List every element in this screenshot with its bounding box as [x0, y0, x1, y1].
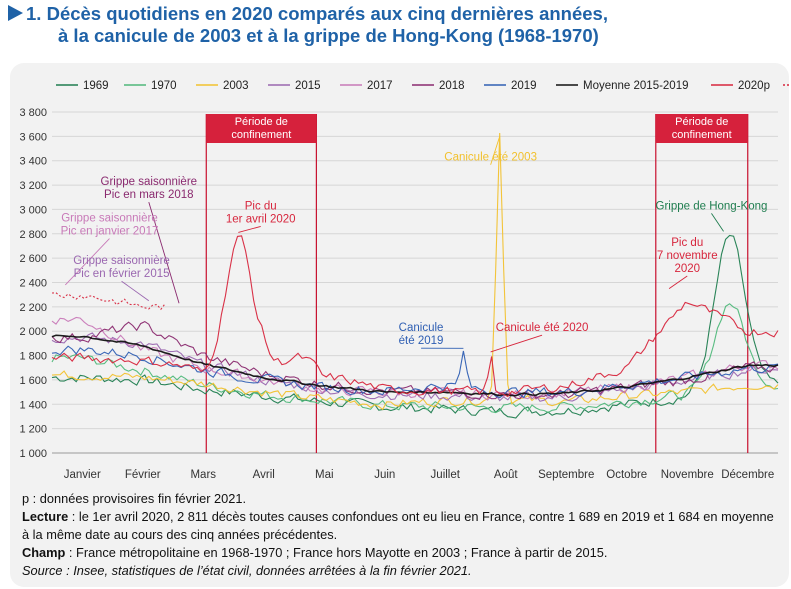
note-champ-text: : France métropolitaine en 1968-1970 ; F… — [65, 545, 608, 560]
legend-label: 2017 — [367, 80, 393, 92]
chart-title: 1. Décès quotidiens en 2020 comparés aux… — [8, 3, 788, 47]
x-tick-label: Mars — [190, 469, 216, 481]
y-tick-label: 2 000 — [19, 326, 47, 338]
period-label: confinement — [672, 129, 732, 141]
period-label: confinement — [231, 129, 291, 141]
x-tick-label: Juin — [374, 469, 395, 481]
note-lecture-label: Lecture — [22, 509, 69, 524]
note-lecture: Lecture : le 1er avril 2020, 2 811 décès… — [22, 508, 782, 544]
y-tick-label: 1 200 — [19, 424, 47, 436]
title-arrow-icon — [8, 5, 23, 21]
y-tick-label: 2 600 — [19, 253, 47, 265]
y-tick-label: 3 600 — [19, 131, 47, 143]
x-tick-label: Septembre — [538, 469, 594, 481]
y-tick-label: 3 800 — [19, 107, 47, 119]
annotation-label: Pic en janvier 2017 — [61, 226, 159, 238]
series-line-2021p — [51, 292, 166, 311]
x-tick-label: Février — [125, 469, 161, 481]
annotation-pointer — [490, 334, 543, 353]
y-tick-label: 1 400 — [19, 399, 47, 411]
annotation-label: Canicule — [399, 322, 444, 334]
y-tick-label: 1 800 — [19, 351, 47, 363]
annotation-label: 2020 — [674, 263, 700, 275]
note-champ: Champ : France métropolitaine en 1968-19… — [22, 544, 782, 562]
series-line-2003 — [51, 132, 779, 411]
y-tick-label: 3 000 — [19, 204, 47, 216]
annotation-label: Canicule été 2020 — [496, 322, 589, 334]
annotation-label: Pic du — [245, 200, 277, 212]
legend-label: Moyenne 2015-2019 — [583, 80, 689, 92]
note-source-text: Source : Insee, statistiques de l’état c… — [22, 563, 472, 578]
period-label-box — [206, 114, 317, 143]
x-tick-label: Décembre — [721, 469, 774, 481]
annotation-label: été 2019 — [399, 335, 444, 347]
annotation-pointer — [121, 280, 150, 302]
annotation: Grippe de Hong-Kong — [656, 200, 768, 232]
annotation-pointer — [238, 225, 261, 233]
period-label: Période de — [675, 116, 728, 128]
x-tick-label: Juillet — [431, 469, 461, 481]
annotation-label: Pic en février 2015 — [74, 268, 170, 280]
y-tick-label: 2 400 — [19, 278, 47, 290]
x-tick-label: Janvier — [64, 469, 101, 481]
y-tick-label: 2 200 — [19, 302, 47, 314]
annotation-label: 7 novembre — [657, 250, 718, 262]
note-provisional: p : données provisoires fin février 2021… — [22, 491, 247, 506]
legend-label: 2018 — [439, 80, 465, 92]
annotation-label: Grippe saisonnière — [73, 255, 170, 267]
legend-label: 2019 — [511, 80, 537, 92]
x-tick-label: Octobre — [606, 469, 647, 481]
legend-label: 1969 — [83, 80, 109, 92]
annotation: Canicule été 2020 — [490, 322, 589, 353]
period-label: Période de — [235, 116, 288, 128]
series-line-2019 — [51, 345, 779, 399]
annotation-label: Canicule été 2003 — [444, 152, 537, 164]
annotation-pointer — [148, 201, 180, 304]
x-tick-label: Avril — [253, 469, 275, 481]
x-tick-label: Novembre — [661, 469, 714, 481]
note-lecture-text: : le 1er avril 2020, 2 811 décès toutes … — [22, 509, 774, 542]
series-line-2020p — [51, 235, 779, 398]
title-line2: à la canicule de 2003 et à la grippe de … — [58, 25, 599, 46]
note-champ-label: Champ — [22, 545, 66, 560]
annotation-pointer — [711, 213, 724, 232]
x-tick-label: Août — [494, 469, 518, 481]
note-source: Source : Insee, statistiques de l’état c… — [22, 562, 782, 580]
title-line1: Décès quotidiens en 2020 comparés aux ci… — [46, 3, 608, 24]
legend-label: 1970 — [151, 80, 177, 92]
annotation: Canicule été 2003 — [444, 136, 537, 165]
legend-label: 2003 — [223, 80, 249, 92]
y-tick-label: 1 000 — [19, 448, 47, 460]
annotation-pointer — [490, 136, 501, 165]
y-tick-label: 1 600 — [19, 375, 47, 387]
y-tick-label: 3 400 — [19, 156, 47, 168]
annotation-label: Pic en mars 2018 — [104, 189, 194, 201]
title-number: 1. — [26, 3, 42, 24]
legend-label: 2020p — [738, 80, 770, 92]
period-label-box — [655, 114, 748, 143]
annotation-label: Grippe saisonnière — [61, 213, 158, 225]
annotation-pointer — [64, 238, 110, 286]
legend-label: 2015 — [295, 80, 321, 92]
annotation-label: Pic du — [671, 237, 703, 249]
series-line-1970 — [51, 303, 779, 414]
y-tick-label: 3 200 — [19, 180, 47, 192]
annotation-label: Grippe de Hong-Kong — [656, 200, 768, 212]
x-tick-label: Mai — [315, 469, 334, 481]
annotation-label: 1er avril 2020 — [226, 213, 296, 225]
annotation-label: Grippe saisonnière — [101, 176, 198, 188]
y-tick-label: 2 800 — [19, 229, 47, 241]
notes: p : données provisoires fin février 2021… — [22, 490, 782, 580]
annotation-pointer — [668, 275, 688, 289]
